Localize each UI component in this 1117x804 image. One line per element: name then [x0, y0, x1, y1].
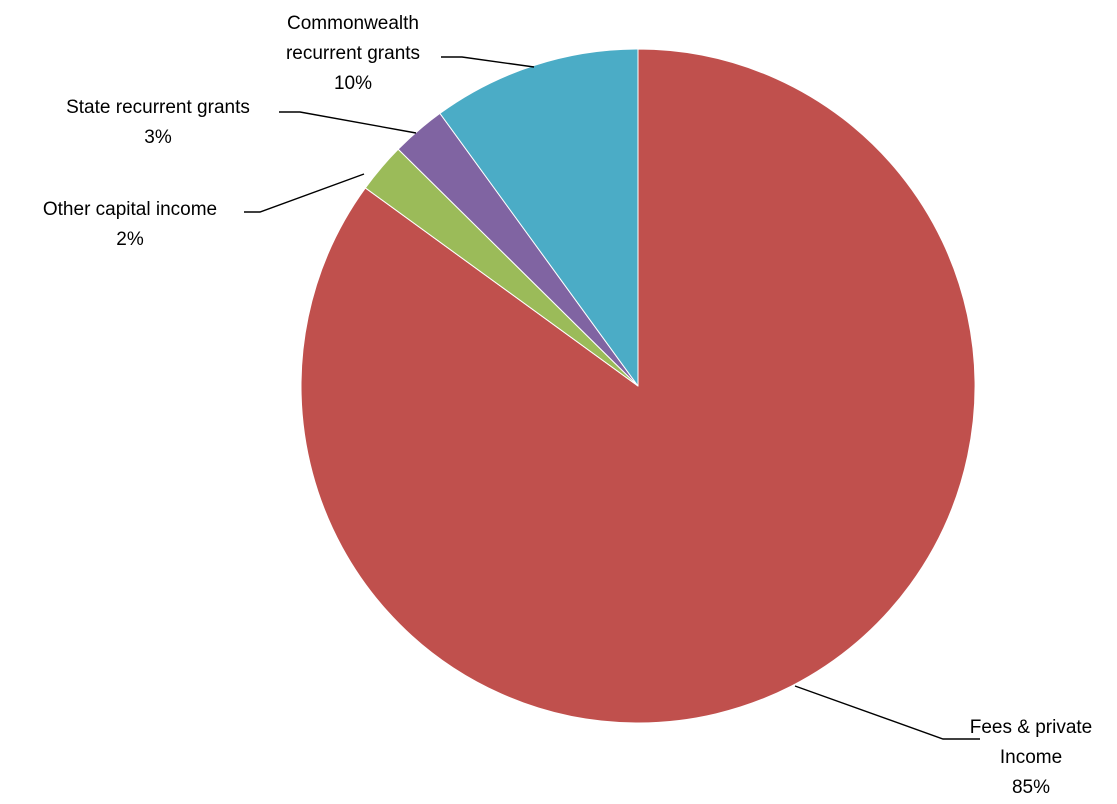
category-label: recurrent grants — [286, 43, 420, 64]
slice-fees-private-income — [300, 48, 976, 724]
leader-line-commonwealth-recurrent-grants — [441, 56, 535, 68]
data-label-state-recurrent-grants: State recurrent grants 3% — [66, 97, 250, 148]
data-label-fees-private-income: Fees & private Income 85% — [970, 717, 1093, 798]
percent-label: 10% — [334, 73, 372, 94]
data-label-other-capital-income: Other capital income 2% — [43, 199, 217, 250]
category-label: Commonwealth — [287, 13, 419, 34]
category-label: Fees & private — [970, 717, 1093, 738]
percent-label: 3% — [144, 127, 172, 148]
leader-line-fees-private-income — [794, 685, 980, 740]
slice-commonwealth-recurrent-grants — [439, 48, 639, 387]
percent-label: 2% — [116, 229, 144, 250]
leader-lines — [244, 56, 980, 740]
percent-label: 85% — [1012, 777, 1050, 798]
data-labels: Fees & private Income 85% Other capital inc… — [43, 13, 1092, 798]
category-label: Other capital income — [43, 199, 217, 220]
category-label: Income — [1000, 747, 1062, 768]
leader-line-state-recurrent-grants — [279, 111, 417, 134]
leader-line-other-capital-income — [244, 173, 365, 213]
category-label: State recurrent grants — [66, 97, 250, 118]
pie-slices — [300, 48, 976, 724]
data-label-commonwealth-recurrent-grants: Commonwealth recurrent grants 10% — [286, 13, 420, 94]
